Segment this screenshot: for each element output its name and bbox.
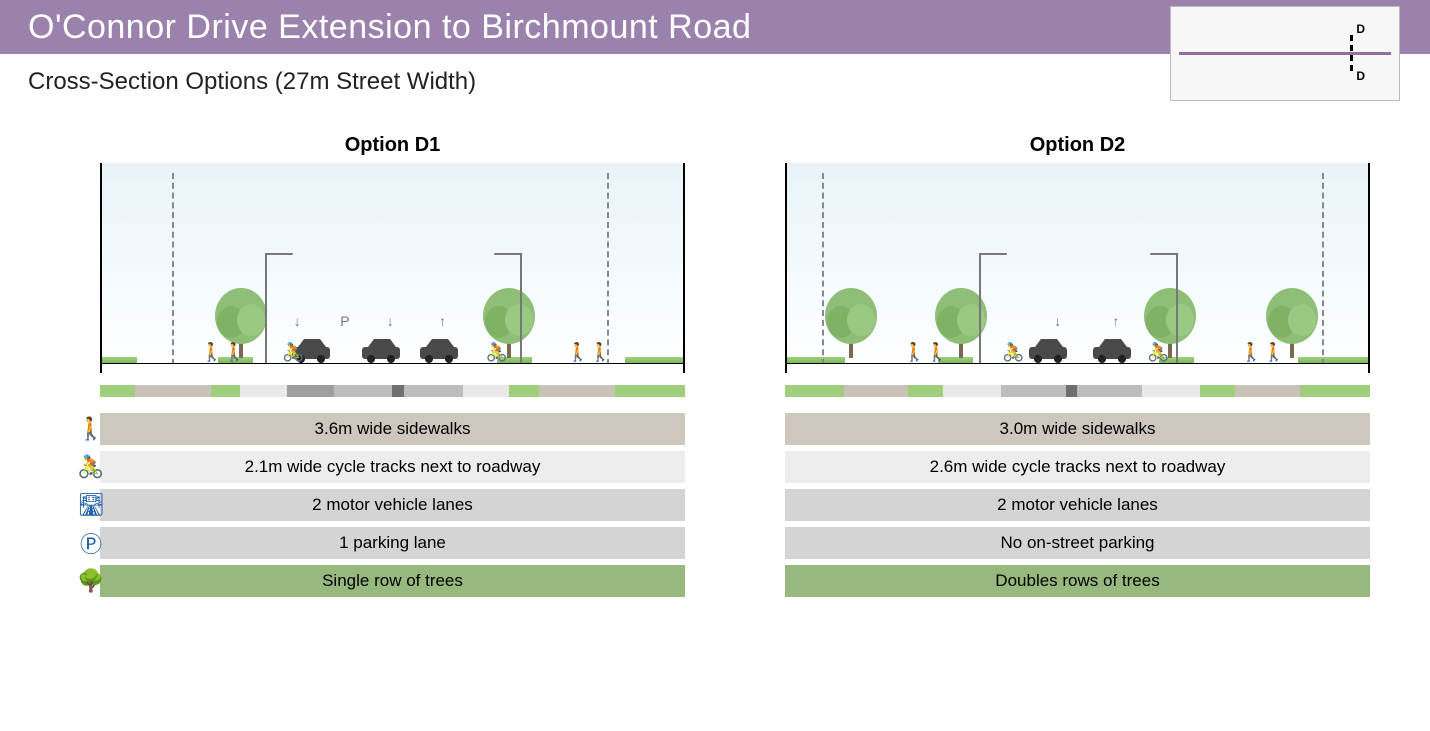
plan-segment-cycle xyxy=(240,385,287,397)
plan-segment-cycle xyxy=(943,385,1002,397)
lane-direction-icon: ↓ xyxy=(294,313,301,329)
plan-segment-grass xyxy=(509,385,538,397)
options-row: Option D1 🚴 🚴 🚶🚶 🚶🚶 ↓ P ↓ ↑ 3.6m wide sidewalks 2.… xyxy=(0,96,1430,603)
car-icon xyxy=(360,335,402,363)
plan-segment-grass xyxy=(100,385,135,397)
option-column: Option D2 🚴 🚴 🚶🚶 🚶🚶 ↓ ↑ 3.0m wide sidewalks 2.6m… xyxy=(785,134,1370,603)
pedestrian-icon: 🚶🚶 xyxy=(201,342,246,363)
attribute-rows: 3.6m wide sidewalks 2.1m wide cycle track… xyxy=(100,413,685,597)
attribute-row: 3.0m wide sidewalks xyxy=(785,413,1370,445)
minimap-section-label-bottom: D xyxy=(1356,69,1365,83)
attribute-row: 1 parking lane xyxy=(100,527,685,559)
plan-segment-vehicle xyxy=(1077,385,1141,397)
plan-segment-grass xyxy=(785,385,844,397)
plan-segment-cycle xyxy=(463,385,510,397)
context-minimap: D D xyxy=(1170,6,1400,101)
plan-segment-grass xyxy=(1200,385,1235,397)
plan-segment-median xyxy=(392,385,404,397)
plan-segment-grass xyxy=(908,385,943,397)
tree-icon: 🌳 xyxy=(75,565,107,597)
attribute-row: 2 motor vehicle lanes xyxy=(785,489,1370,521)
car-icon xyxy=(1091,335,1133,363)
plan-segment-cycle xyxy=(1142,385,1201,397)
plan-segment-vehicle xyxy=(1001,385,1065,397)
streetlight-icon xyxy=(520,253,522,363)
option-column: Option D1 🚴 🚴 🚶🚶 🚶🚶 ↓ P ↓ ↑ 3.6m wide sidewalks 2.… xyxy=(100,134,685,603)
streetlight-icon xyxy=(265,253,267,363)
cyclist-icon: 🚴 xyxy=(485,342,507,363)
plan-strip xyxy=(100,385,685,397)
plan-segment-sidewalk xyxy=(135,385,211,397)
plan-segment-vehicle xyxy=(334,385,393,397)
attribute-row: Doubles rows of trees xyxy=(785,565,1370,597)
plan-strip xyxy=(785,385,1370,397)
pedestrian-icon: 🚶 xyxy=(75,413,107,445)
lane-direction-icon: ↑ xyxy=(1112,313,1119,329)
attribute-row: 3.6m wide sidewalks xyxy=(100,413,685,445)
plan-segment-parking xyxy=(287,385,334,397)
plan-segment-vehicle xyxy=(404,385,463,397)
car-icon xyxy=(418,335,460,363)
lane-direction-icon: ↓ xyxy=(1054,313,1061,329)
cyclist-icon: 🚴 xyxy=(1002,342,1024,363)
attribute-rows: 3.0m wide sidewalks 2.6m wide cycle track… xyxy=(785,413,1370,597)
attribute-row: 2 motor vehicle lanes xyxy=(100,489,685,521)
pedestrian-icon: 🚶🚶 xyxy=(1240,342,1285,363)
option-title: Option D1 xyxy=(100,134,685,157)
option-title: Option D2 xyxy=(785,134,1370,157)
cross-section-drawing: 🚴 🚴 🚶🚶 🚶🚶 ↓ P ↓ ↑ xyxy=(100,163,685,373)
plan-segment-grass xyxy=(615,385,685,397)
bicycle-icon: 🚴 xyxy=(75,451,107,483)
car-icon xyxy=(1027,335,1069,363)
cyclist-icon: 🚴 xyxy=(1147,342,1169,363)
page-title: O'Connor Drive Extension to Birchmount R… xyxy=(28,8,751,47)
lane-direction-icon: ↑ xyxy=(439,313,446,329)
pedestrian-icon: 🚶🚶 xyxy=(567,342,612,363)
streetlight-icon xyxy=(979,253,981,363)
pedestrian-icon: 🚶🚶 xyxy=(903,342,948,363)
plan-segment-sidewalk xyxy=(1235,385,1299,397)
road-icon: 🛣 xyxy=(75,489,107,521)
lane-direction-icon: P xyxy=(340,313,349,329)
attribute-row: Single row of trees xyxy=(100,565,685,597)
streetlight-icon xyxy=(1176,253,1178,363)
minimap-section-label-top: D xyxy=(1356,22,1365,36)
attribute-row: No on-street parking xyxy=(785,527,1370,559)
attribute-icon-column: 🚶 🚴 🛣 Ⓟ 🌳 xyxy=(75,413,107,597)
parking-icon: Ⓟ xyxy=(75,527,107,559)
plan-segment-grass xyxy=(1300,385,1370,397)
tree-icon xyxy=(821,278,881,363)
lane-direction-icon: ↓ xyxy=(387,313,394,329)
plan-segment-grass xyxy=(211,385,240,397)
attribute-row: 2.6m wide cycle tracks next to roadway xyxy=(785,451,1370,483)
cyclist-icon: 🚴 xyxy=(282,342,304,363)
cross-section-drawing: 🚴 🚴 🚶🚶 🚶🚶 ↓ ↑ xyxy=(785,163,1370,373)
plan-segment-sidewalk xyxy=(539,385,615,397)
attribute-row: 2.1m wide cycle tracks next to roadway xyxy=(100,451,685,483)
plan-segment-sidewalk xyxy=(844,385,908,397)
plan-segment-median xyxy=(1066,385,1078,397)
